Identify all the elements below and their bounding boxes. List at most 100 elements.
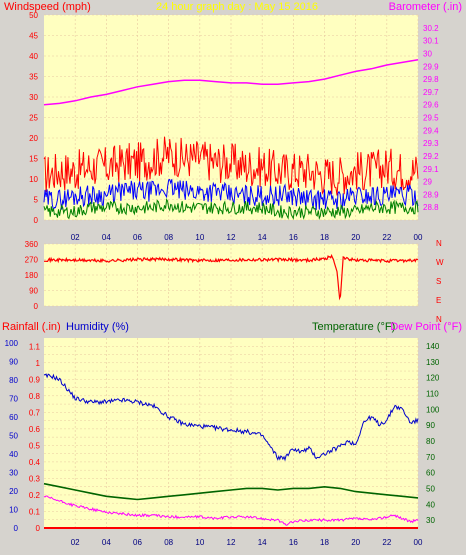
windspeed-tick-label: 45 (29, 32, 38, 41)
compass-label: S (436, 277, 441, 286)
rainfall-label: Rainfall (.in) (2, 321, 61, 333)
temperature-tick-label: 70 (426, 453, 435, 462)
rainfall-tick-label: 0.6 (29, 425, 41, 434)
direction-axis: 0 90 180 270 360 (25, 240, 39, 311)
temperature-tick-label: 40 (426, 500, 435, 509)
direction-plot-area (44, 244, 418, 306)
humidity-tick-label: 90 (9, 357, 18, 366)
x-tick-label: 12 (227, 233, 236, 242)
temperature-tick-label: 120 (426, 374, 440, 383)
temperature-axis: 30 40 50 60 70 80 90 100 110 120 130 140 (426, 342, 440, 525)
temperature-tick-label: 80 (426, 437, 435, 446)
humidity-label: Humidity (%) (66, 321, 129, 333)
humidity-tick-label: 80 (9, 376, 18, 385)
humidity-tick-label: 60 (9, 413, 18, 422)
x-tick-label: 18 (320, 233, 329, 242)
direction-tick-label: 90 (29, 287, 38, 296)
wind-direction-line (43, 253, 419, 301)
x-tick-label: 02 (71, 538, 80, 547)
barometer-tick-label: 30.2 (423, 24, 439, 33)
x-tick-label: 06 (133, 233, 142, 242)
x-tick-label: 06 (133, 538, 142, 547)
temperature-tick-label: 50 (426, 484, 435, 493)
compass-label: E (436, 296, 441, 305)
barometer-tick-label: 29.6 (423, 101, 439, 110)
x-tick-label: 00 (414, 538, 423, 547)
rainfall-tick-label: 0.9 (29, 375, 41, 384)
wind-gust-line (43, 136, 419, 196)
humidity-tick-label: 100 (5, 339, 19, 348)
x-tick-label: 02 (71, 233, 80, 242)
barometer-tick-label: 30.1 (423, 37, 439, 46)
temperature-tick-label: 60 (426, 469, 435, 478)
rainfall-tick-label: 0.7 (29, 408, 41, 417)
direction-tick-label: 180 (25, 271, 39, 280)
humidity-x-axis: 02 04 06 08 10 12 14 16 18 20 22 00 (71, 538, 423, 547)
wind-low-line (43, 197, 419, 221)
windspeed-tick-label: 25 (29, 114, 38, 123)
barometer-tick-label: 29.5 (423, 114, 439, 123)
rainfall-tick-label: 0.3 (29, 474, 41, 483)
windspeed-tick-label: 40 (29, 52, 38, 61)
barometer-line (43, 59, 419, 106)
windspeed-tick-label: 20 (29, 134, 38, 143)
temperature-line (43, 482, 419, 501)
x-tick-label: 08 (164, 538, 173, 547)
x-tick-label: 18 (320, 538, 329, 547)
direction-series (43, 253, 419, 301)
windspeed-label: Windspeed (mph) (4, 1, 91, 13)
x-tick-label: 04 (102, 538, 111, 547)
wind-plot-area (44, 15, 418, 220)
windspeed-axis: 0 5 10 15 20 25 30 35 40 45 50 (29, 11, 38, 225)
dewpoint-label: Dew Point (°F) (390, 321, 462, 333)
x-tick-label: 22 (382, 538, 391, 547)
rainfall-axis: 0 0.1 0.2 0.3 0.4 0.5 0.6 0.7 0.8 0.9 1 1.1 (29, 342, 41, 533)
humidity-tick-label: 30 (9, 468, 18, 477)
humidity-tick-label: 0 (14, 524, 19, 533)
barometer-tick-label: 29.4 (423, 126, 439, 135)
x-tick-label: 08 (164, 233, 173, 242)
windspeed-tick-label: 50 (29, 11, 38, 20)
x-tick-label: 20 (351, 538, 360, 547)
barometer-tick-label: 29.3 (423, 139, 439, 148)
windspeed-tick-label: 15 (29, 155, 38, 164)
barometer-tick-label: 29.9 (423, 62, 439, 71)
rainfall-tick-label: 0.4 (29, 458, 41, 467)
direction-tick-label: 360 (25, 240, 39, 249)
direction-tick-label: 0 (34, 302, 39, 311)
humidity-tick-label: 10 (9, 505, 18, 514)
windspeed-tick-label: 10 (29, 175, 38, 184)
temperature-tick-label: 130 (426, 358, 440, 367)
barometer-tick-label: 29.1 (423, 165, 439, 174)
rainfall-tick-label: 1.1 (29, 342, 41, 351)
x-tick-label: 00 (414, 233, 423, 242)
x-tick-label: 14 (258, 233, 267, 242)
x-tick-label: 14 (258, 538, 267, 547)
humidity-tick-label: 50 (9, 431, 18, 440)
x-tick-label: 16 (289, 233, 298, 242)
rainfall-tick-label: 1 (36, 359, 41, 368)
windspeed-tick-label: 35 (29, 73, 38, 82)
temperature-tick-label: 30 (426, 516, 435, 525)
barometer-tick-label: 28.9 (423, 190, 439, 199)
barometer-axis: 28.8 28.9 29 29.1 29.2 29.3 29.4 29.5 29.6 29.7 29… (423, 24, 439, 212)
direction-tick-label: 270 (25, 256, 39, 265)
dewpoint-line (43, 495, 419, 526)
x-tick-label: 10 (195, 538, 204, 547)
humidity-tick-label: 40 (9, 450, 18, 459)
rainfall-tick-label: 0 (36, 524, 41, 533)
wind-average-line (43, 178, 419, 212)
compass-labels: N W S E N (436, 239, 444, 324)
x-tick-label: 10 (195, 233, 204, 242)
wind-x-axis: 02 04 06 08 10 12 14 16 18 20 22 00 (71, 233, 423, 242)
compass-label: W (436, 258, 444, 267)
barometer-tick-label: 29 (423, 178, 432, 187)
windspeed-tick-label: 5 (34, 196, 39, 205)
barometer-tick-label: 29.8 (423, 75, 439, 84)
rainfall-tick-label: 0.2 (29, 491, 41, 500)
humidity-temperature-series (43, 373, 419, 529)
barometer-tick-label: 28.8 (423, 203, 439, 212)
humidity-axis: 0 10 20 30 40 50 60 70 80 90 100 (5, 339, 19, 533)
temperature-tick-label: 140 (426, 342, 440, 351)
